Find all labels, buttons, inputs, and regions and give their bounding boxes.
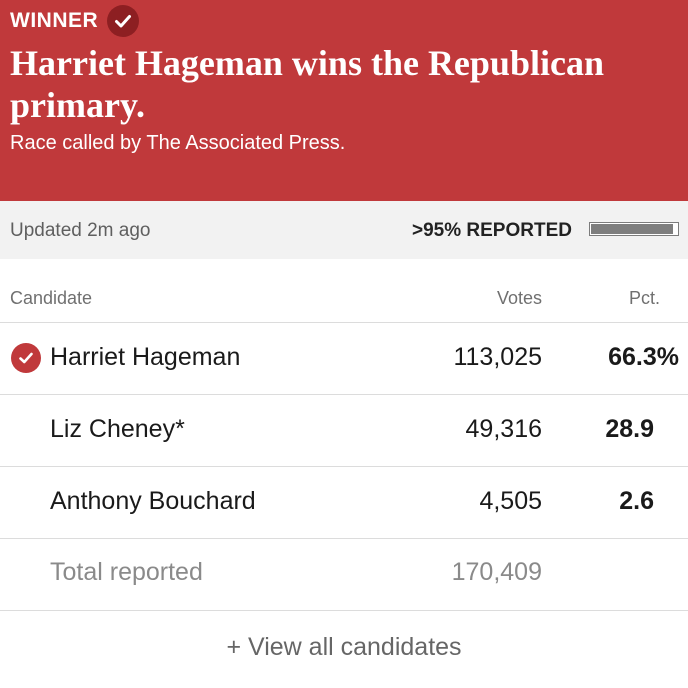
updated-timestamp: Updated 2m ago [10,220,151,241]
candidate-votes: 4,505 [479,487,542,515]
divider [0,322,688,323]
candidate-votes: 113,025 [453,343,542,371]
candidate-name: Harriet Hageman [50,343,241,371]
divider [0,466,688,467]
total-votes: 170,409 [451,558,542,586]
view-all-candidates-link[interactable]: + View all candidates [226,633,462,661]
race-called-note: Race called by The Associated Press. [10,132,346,154]
column-header-pct: Pct. [628,288,660,308]
divider [0,394,688,395]
check-circle-icon [11,343,41,373]
winner-row: WINNER [10,4,140,38]
candidate-votes: 49,316 [465,415,542,443]
headline: Harriet Hageman wins the Republican prim… [10,43,604,125]
reported-label: >95% REPORTED [412,220,572,241]
winner-banner: WINNER Harriet Hageman wins the Republic… [0,0,688,201]
total-label: Total reported [50,558,203,586]
reporting-progress-bar [589,222,679,236]
winner-label: WINNER [10,9,99,32]
check-icon [107,5,140,37]
column-header-votes: Votes [496,288,542,308]
divider [0,610,688,611]
candidate-pct: 66.3% [608,343,679,371]
candidate-name: Liz Cheney* [50,415,185,443]
status-strip: Updated 2m ago >95% REPORTED [0,201,688,259]
reporting-progress-fill [591,224,673,234]
column-header-candidate: Candidate [10,288,93,308]
candidate-name: Anthony Bouchard [50,487,256,515]
divider [0,538,688,539]
candidate-pct: 28.9 [605,415,654,443]
candidate-pct: 2.6 [619,487,654,515]
